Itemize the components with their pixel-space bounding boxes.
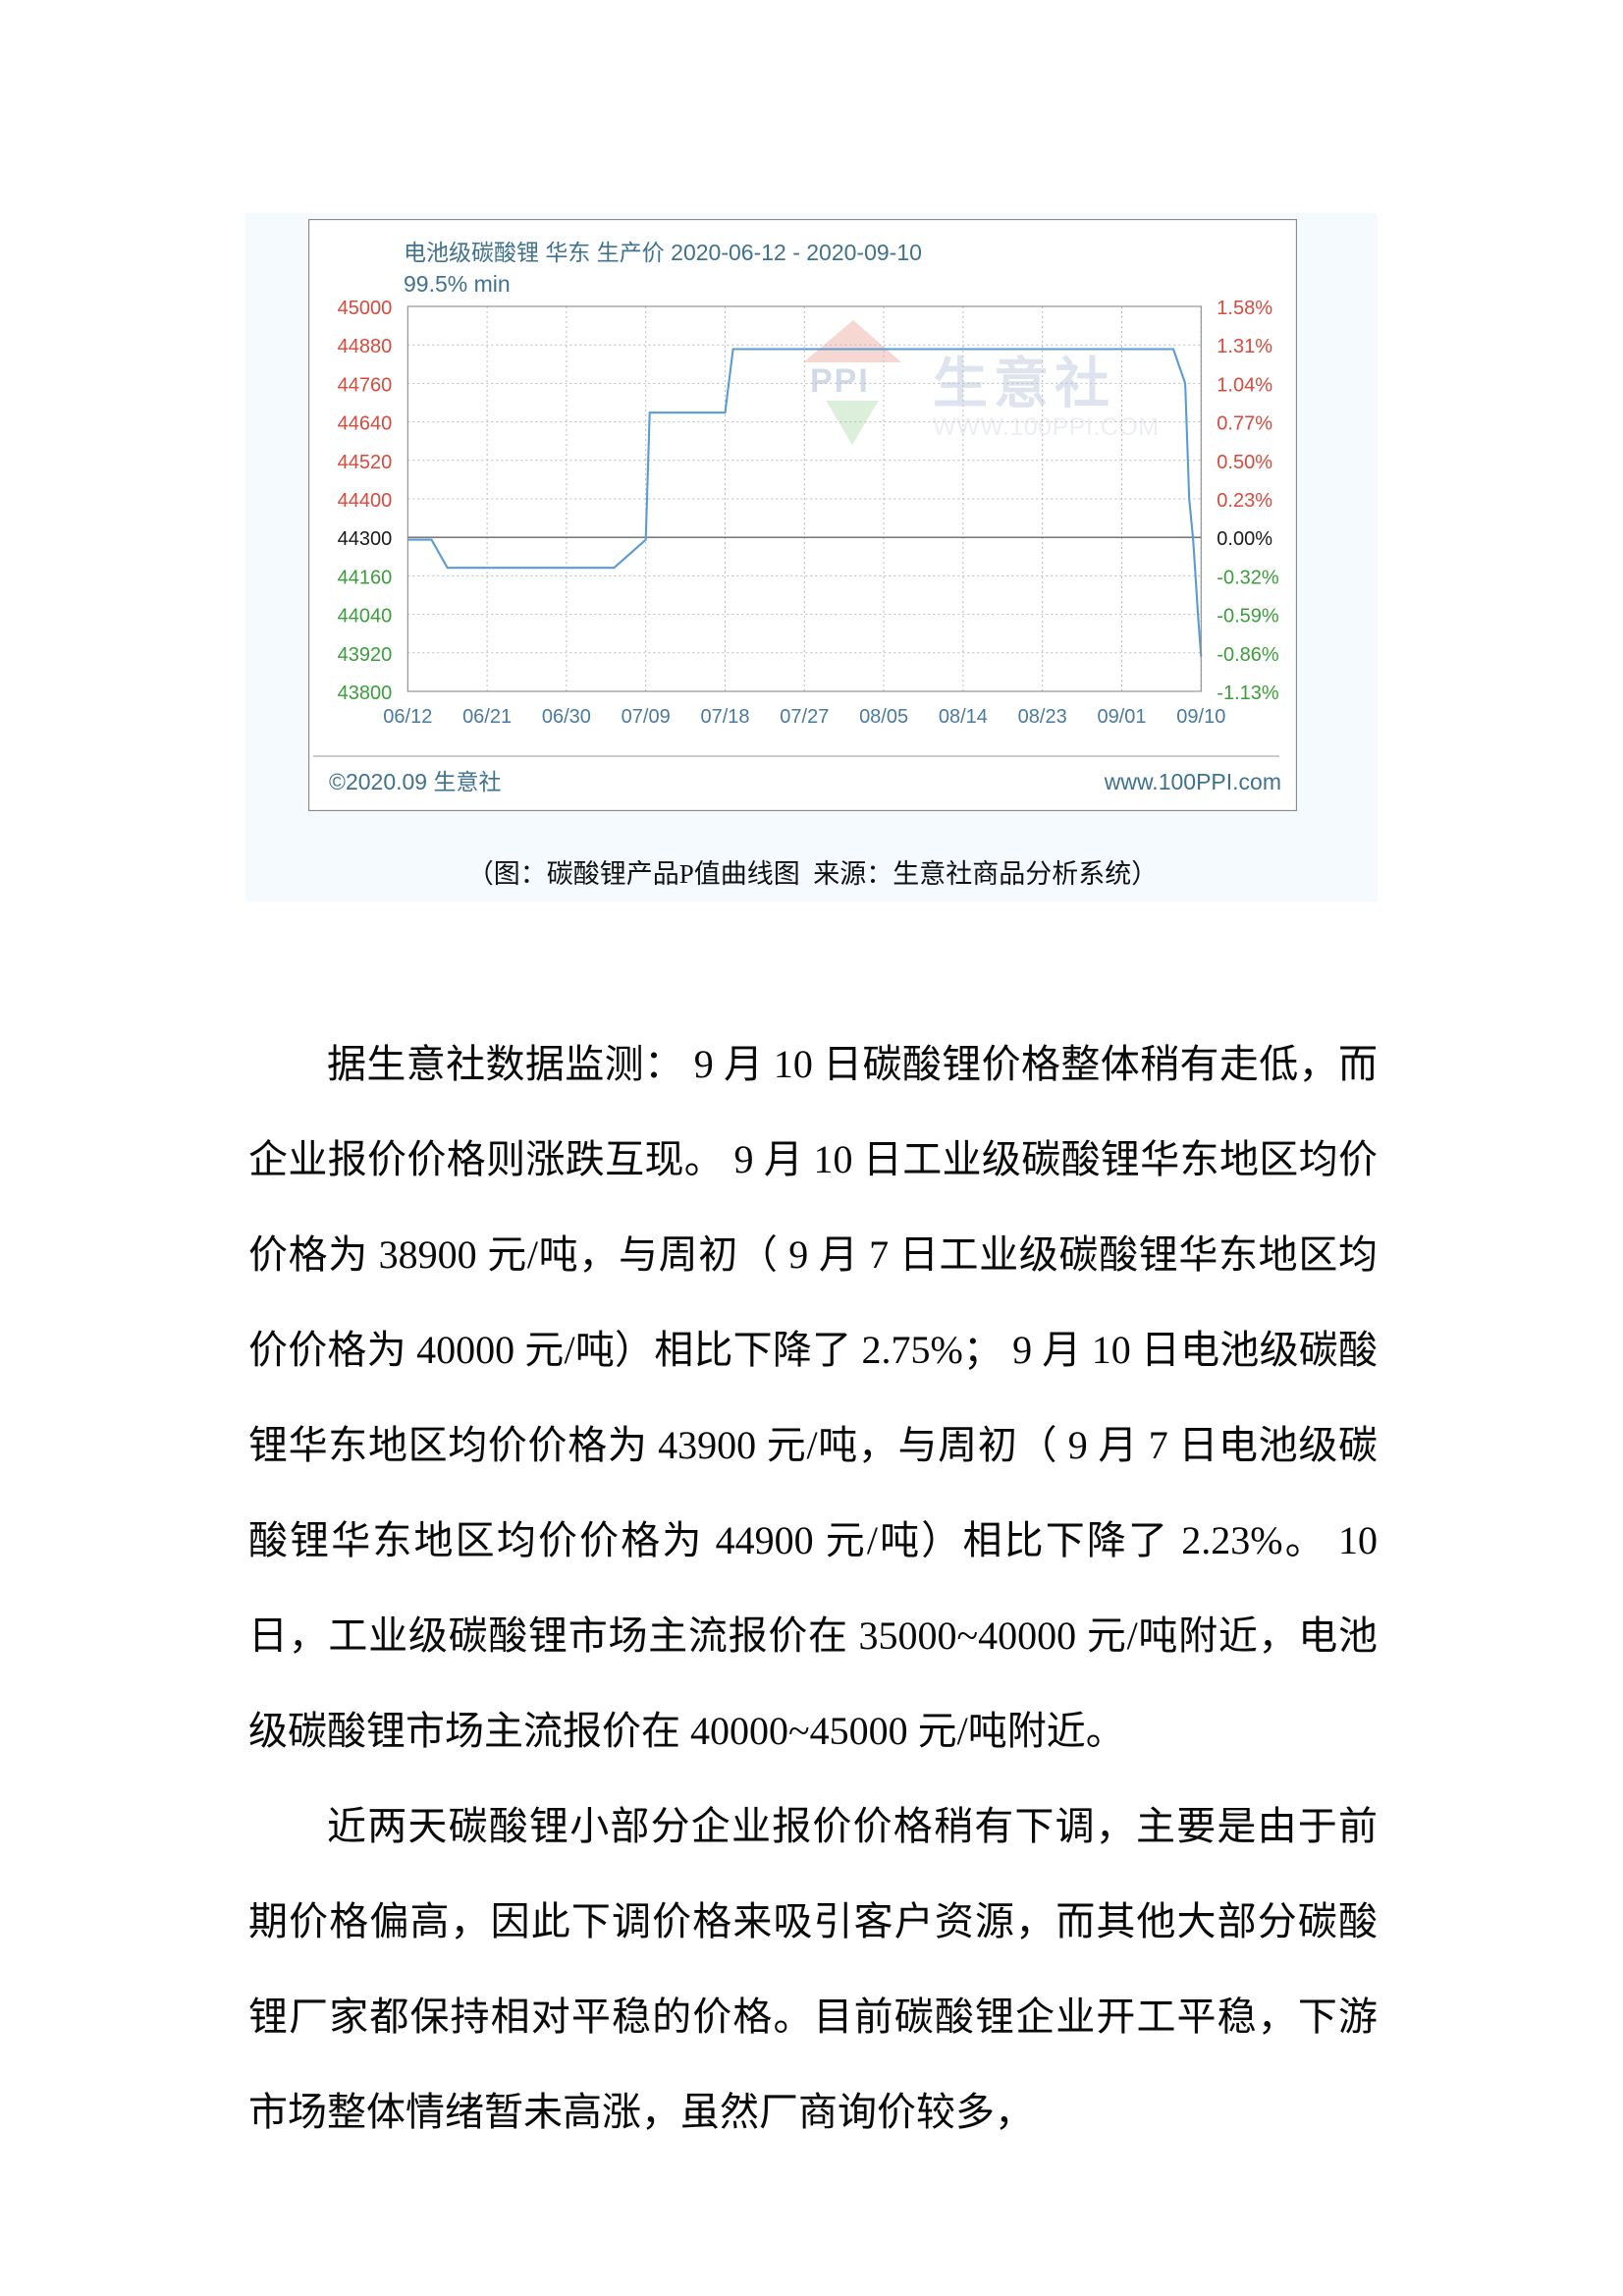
- svg-text:43800: 43800: [338, 683, 393, 704]
- svg-text:1.31%: 1.31%: [1217, 336, 1272, 357]
- svg-text:0.77%: 0.77%: [1217, 413, 1272, 435]
- svg-text:07/27: 07/27: [780, 706, 829, 728]
- svg-text:-1.13%: -1.13%: [1217, 683, 1279, 704]
- svg-text:©2020.09 生意社: ©2020.09 生意社: [329, 769, 501, 794]
- svg-text:08/05: 08/05: [859, 706, 908, 728]
- svg-text:44640: 44640: [338, 413, 393, 435]
- svg-text:06/12: 06/12: [383, 706, 432, 728]
- svg-text:45000: 45000: [338, 298, 393, 319]
- svg-text:09/10: 09/10: [1176, 706, 1225, 728]
- svg-text:07/18: 07/18: [700, 706, 749, 728]
- svg-text:www.100PPI.com: www.100PPI.com: [1104, 769, 1281, 794]
- svg-text:44400: 44400: [338, 490, 393, 512]
- svg-text:-0.59%: -0.59%: [1217, 606, 1279, 628]
- svg-text:PPI: PPI: [810, 362, 870, 400]
- svg-text:08/14: 08/14: [939, 706, 988, 728]
- svg-text:44520: 44520: [338, 452, 393, 473]
- svg-text:44880: 44880: [338, 336, 393, 357]
- svg-text:99.5% min: 99.5% min: [404, 271, 511, 297]
- svg-text:1.58%: 1.58%: [1217, 298, 1272, 319]
- svg-text:44760: 44760: [338, 374, 393, 396]
- svg-text:06/30: 06/30: [542, 706, 591, 728]
- svg-text:09/01: 09/01: [1097, 706, 1146, 728]
- svg-text:08/23: 08/23: [1018, 706, 1067, 728]
- svg-text:0.23%: 0.23%: [1217, 490, 1272, 512]
- svg-text:0.00%: 0.00%: [1217, 528, 1272, 550]
- svg-text:1.04%: 1.04%: [1217, 374, 1272, 396]
- svg-text:WWW.100PPI.COM: WWW.100PPI.COM: [933, 413, 1160, 441]
- svg-text:-0.86%: -0.86%: [1217, 644, 1279, 666]
- svg-text:生意社: 生意社: [933, 353, 1115, 414]
- svg-text:44040: 44040: [338, 606, 393, 628]
- svg-text:44160: 44160: [338, 567, 393, 588]
- svg-text:0.50%: 0.50%: [1217, 452, 1272, 473]
- svg-text:-0.32%: -0.32%: [1217, 567, 1279, 588]
- svg-text:07/09: 07/09: [622, 706, 671, 728]
- svg-text:43920: 43920: [338, 644, 393, 666]
- svg-text:06/21: 06/21: [462, 706, 512, 728]
- svg-text:电池级碳酸锂 华东 生产价 2020-06-12 - 202: 电池级碳酸锂 华东 生产价 2020-06-12 - 2020-09-10: [404, 240, 922, 265]
- svg-text:44300: 44300: [338, 528, 393, 550]
